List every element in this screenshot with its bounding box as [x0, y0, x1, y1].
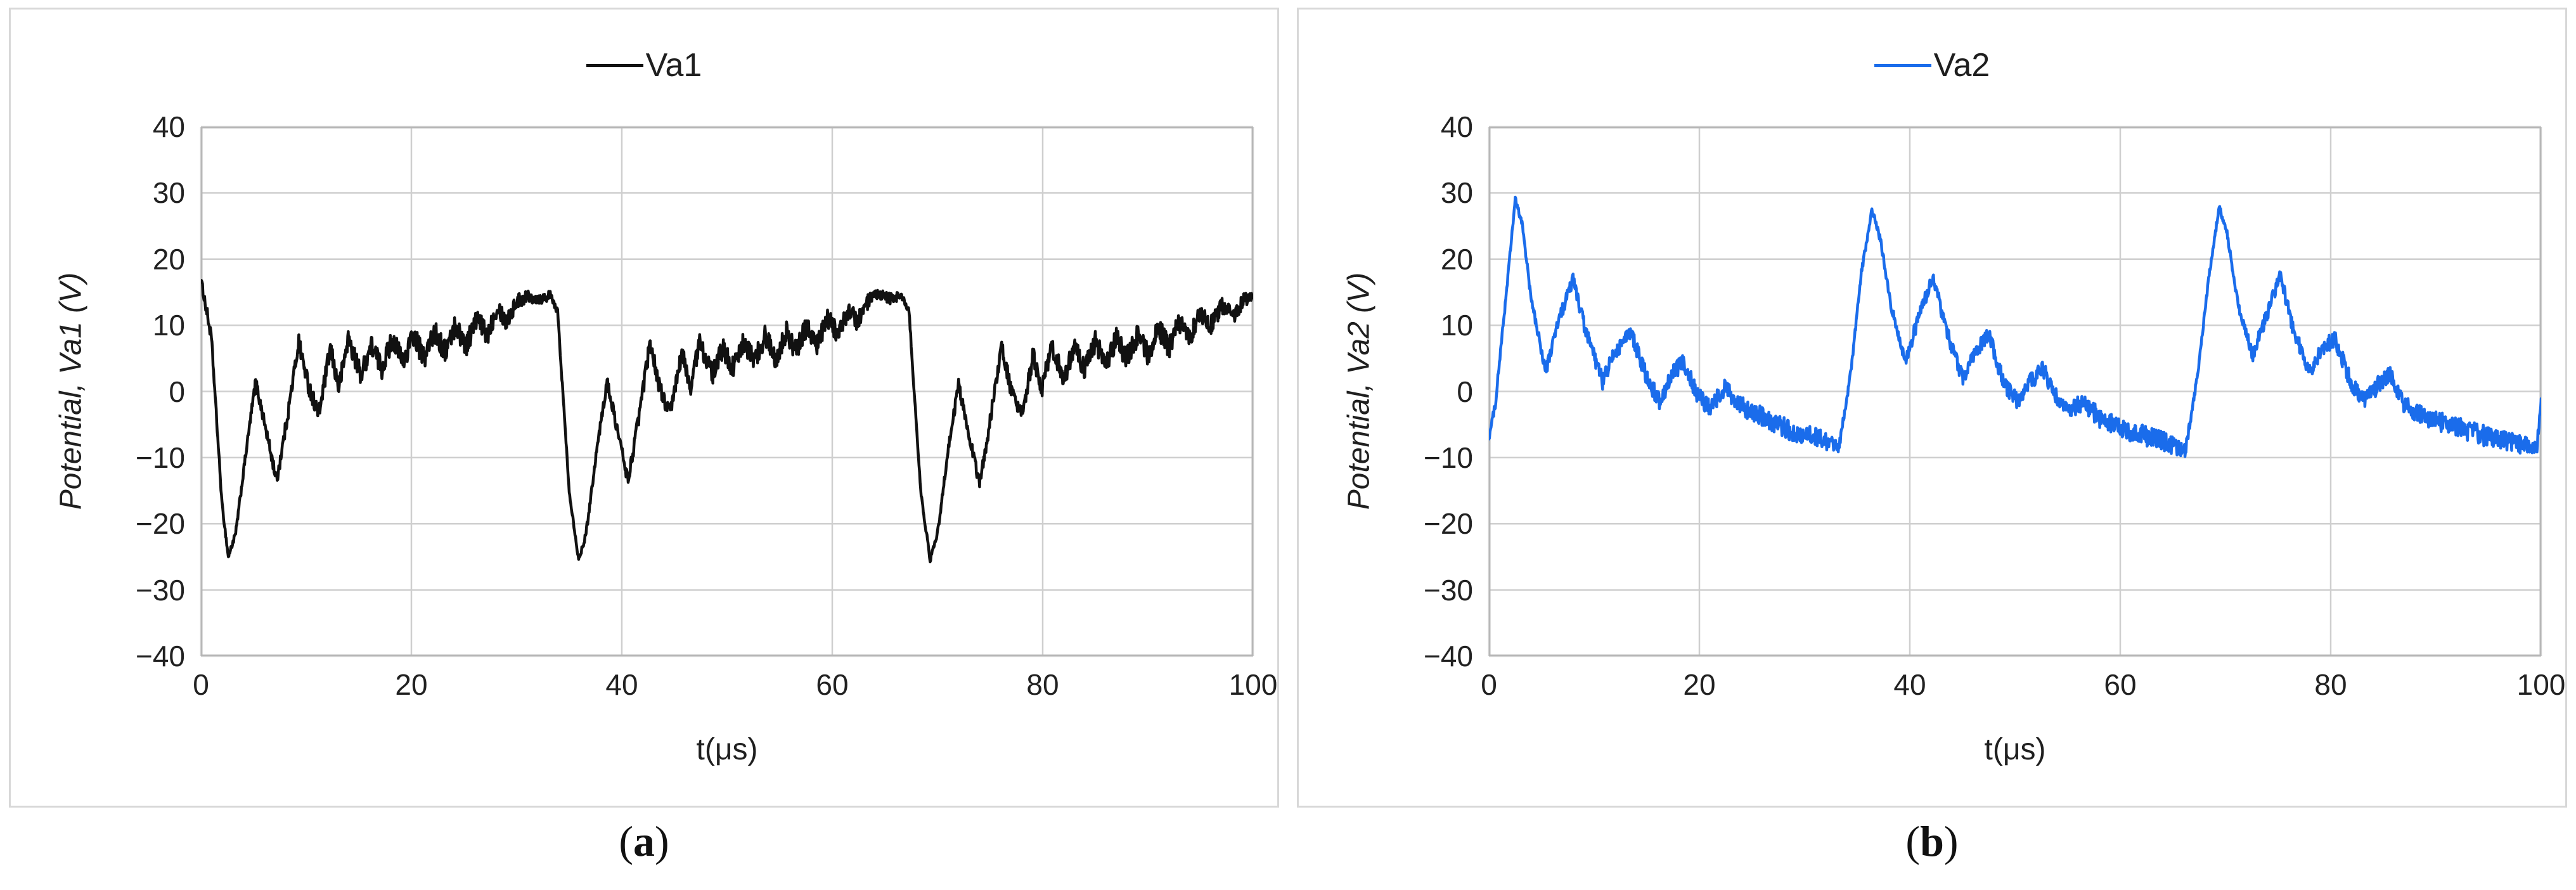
- x-tick-label: 40: [1893, 668, 1926, 701]
- y-tick-label: −30: [135, 573, 185, 607]
- plot-area: [1488, 126, 2542, 657]
- x-tick-label: 100: [1228, 668, 1278, 701]
- y-tick-label: 40: [1440, 110, 1473, 143]
- x-axis-title: t(μs): [696, 733, 758, 766]
- x-tick-label: 20: [1683, 668, 1716, 701]
- gridlines: [200, 126, 1254, 657]
- y-tick-label: 10: [1440, 309, 1473, 342]
- y-tick-label: 30: [1440, 176, 1473, 210]
- legend: Va2: [1299, 46, 2565, 84]
- y-tick-label: 10: [152, 309, 185, 342]
- y-tick-label: 0: [1457, 375, 1473, 408]
- y-tick-label: 40: [152, 110, 185, 143]
- legend-label: Va1: [645, 47, 702, 84]
- x-tick-label: 100: [2516, 668, 2566, 701]
- y-tick-label: −10: [135, 441, 185, 474]
- x-tick-label: 80: [2314, 668, 2347, 701]
- y-tick-label: −20: [135, 507, 185, 541]
- legend-line-swatch: [586, 63, 643, 67]
- caption-a: (a): [619, 817, 669, 865]
- chart-panel-a: Va1 Potential, Va1 (V) t(μs) 40 30 20 10 0 −1…: [9, 8, 1279, 808]
- plot-border: [201, 127, 1253, 656]
- legend: Va1: [11, 46, 1277, 84]
- y-tick-label: 20: [1440, 242, 1473, 276]
- caption-b: (b): [1905, 817, 1959, 865]
- y-tick-label: −10: [1423, 441, 1473, 474]
- plot-area: [200, 126, 1254, 657]
- x-tick-label: 60: [816, 668, 849, 701]
- series-line-va1: [201, 279, 1253, 564]
- y-tick-label: 20: [152, 242, 185, 276]
- x-tick-label: 0: [1481, 668, 1497, 701]
- x-tick-label: 60: [2104, 668, 2137, 701]
- chart-panel-b: Va2 Potential, Va2 (V) t(μs) 40 30 20 10 0 −1…: [1297, 8, 2567, 808]
- series-line-va2: [1489, 195, 2541, 458]
- x-axis-title: t(μs): [1984, 733, 2046, 766]
- y-tick-label: −30: [1423, 573, 1473, 607]
- legend-label: Va2: [1933, 47, 1990, 84]
- legend-line-swatch: [1874, 63, 1931, 67]
- x-tick-label: 80: [1026, 668, 1059, 701]
- y-tick-label: −40: [135, 640, 185, 673]
- x-tick-label: 20: [395, 668, 428, 701]
- x-tick-label: 40: [605, 668, 638, 701]
- y-tick-label: −40: [1423, 640, 1473, 673]
- plot-border: [1489, 127, 2541, 656]
- y-tick-label: −20: [1423, 507, 1473, 541]
- y-tick-label: 30: [152, 176, 185, 210]
- y-tick-label: 0: [169, 375, 185, 408]
- x-tick-label: 0: [193, 668, 209, 701]
